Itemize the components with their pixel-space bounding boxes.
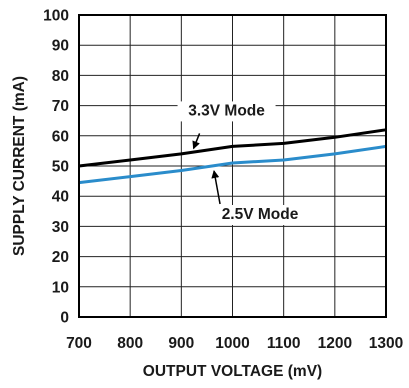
y-tick-label: 80: [52, 68, 69, 85]
plot-frame: [78, 14, 387, 318]
series-line-0: [78, 128, 387, 168]
annotation-background: [177, 101, 276, 122]
annotation-label: 2.5V Mode: [222, 206, 299, 223]
y-tick-label: 40: [52, 189, 69, 206]
annotation-label: 3.3V Mode: [188, 102, 265, 119]
y-tick-label: 20: [52, 249, 69, 266]
x-tick-label: 900: [168, 335, 194, 352]
x-tick-label: 1200: [318, 335, 352, 352]
series-lines: [78, 128, 387, 185]
x-tick-label: 800: [117, 335, 143, 352]
y-axis-title: SUPPLY CURRENT (mA): [11, 76, 28, 256]
y-tick-label: 70: [52, 98, 69, 115]
annotation-background: [211, 205, 310, 225]
y-tick-label: 60: [52, 128, 69, 145]
tick-labels: 700 800 900 1000 1100 1200 1300 0 10 20 30 40 50 60 70…: [43, 8, 403, 353]
x-tick-label: 1100: [267, 335, 301, 352]
y-tick-label: 0: [60, 310, 69, 327]
annotation-arrow: [211, 170, 221, 205]
y-tick-label: 100: [43, 8, 69, 25]
x-tick-label: 1000: [215, 335, 249, 352]
y-tick-label: 50: [52, 159, 69, 176]
x-axis-title: OUTPUT VOLTAGE (mV): [143, 363, 322, 380]
grid: [79, 15, 386, 317]
series-line-1: [78, 144, 387, 185]
y-tick-label: 90: [52, 38, 69, 55]
x-tick-label: 1300: [369, 335, 403, 352]
plot-border: [78, 14, 387, 318]
y-tick-label: 30: [52, 219, 69, 236]
annotation-arrow: [192, 133, 201, 150]
y-tick-label: 10: [52, 279, 69, 296]
x-tick-label: 700: [66, 335, 92, 352]
annotations: 3.3V Mode 2.5V Mode: [177, 101, 310, 225]
